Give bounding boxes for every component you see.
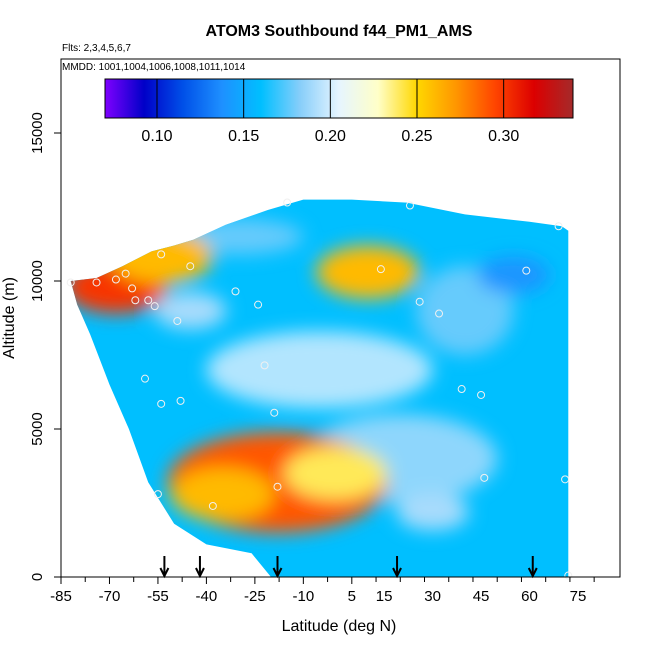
observation-point [173, 316, 182, 325]
x-tick-label: -40 [196, 588, 218, 605]
observation-point [153, 490, 162, 499]
observation-point [477, 390, 486, 399]
colorbar-tick-label: 0.15 [228, 128, 259, 145]
observation-point [405, 201, 414, 210]
y-axis: 0 5000 10000 15000 [29, 112, 61, 581]
x-tick-label: 45 [473, 588, 490, 605]
x-tick-label: -25 [244, 588, 266, 605]
chart-title: ATOM3 Southbound f44_PM1_AMS [206, 23, 473, 40]
heatmap-cell [396, 493, 469, 531]
x-tick-label: 75 [570, 588, 587, 605]
observation-point [480, 473, 489, 482]
colorbar-tick-label: 0.10 [141, 128, 172, 145]
observation-point [157, 399, 166, 408]
x-tick-label: 5 [348, 588, 356, 605]
observation-point [208, 501, 217, 510]
observation-point [561, 475, 570, 484]
chart-subtitle-flights: Flts: 2,3,4,5,6,7 [62, 43, 131, 54]
observation-point [141, 374, 150, 383]
observation-point [231, 287, 240, 296]
observation-point [273, 482, 282, 491]
profile-markers [159, 556, 538, 579]
x-tick-label: -70 [99, 588, 121, 605]
heatmap-cell [170, 467, 275, 521]
profile-arrow [272, 556, 283, 579]
observation-point [554, 222, 563, 231]
x-tick-label: 60 [521, 588, 538, 605]
x-axis: -85 -70 -55 -40 -25 -10 5 15 30 45 60 75 [50, 577, 595, 605]
chart-subtitle-dates: MMDD: 1001,1004,1006,1008,1011,1014 [62, 62, 246, 73]
heatmap [70, 199, 569, 577]
observation-point [254, 300, 263, 309]
observation-point [92, 278, 101, 287]
heatmap-cell [154, 291, 227, 330]
plot-frame [60, 58, 621, 578]
colorbar: 0.10 0.15 0.20 0.25 0.30 [104, 78, 574, 145]
x-tick-label: -85 [50, 588, 72, 605]
heatmap-band [206, 331, 433, 409]
profile-arrow [195, 556, 205, 579]
observation-point [435, 309, 444, 318]
observation-point [283, 198, 292, 207]
y-tick-label: 15000 [29, 112, 46, 154]
observation-point [260, 361, 269, 370]
x-tick-label: -10 [292, 588, 314, 605]
observation-point [415, 297, 424, 306]
x-tick-label: 30 [424, 588, 441, 605]
observation-point [270, 408, 279, 417]
x-tick-label: 15 [376, 588, 393, 605]
y-tick-label: 10000 [29, 260, 46, 302]
profile-arrow [527, 556, 538, 579]
observation-points [66, 198, 573, 580]
observation-point [131, 296, 140, 305]
colorbar-fill [104, 78, 574, 119]
observation-point [157, 250, 166, 259]
observation-point [564, 571, 573, 580]
observation-point [150, 302, 159, 311]
x-axis-label: Latitude (deg N) [282, 618, 397, 635]
observation-point [121, 269, 130, 278]
observation-point [522, 266, 531, 275]
y-tick-label: 5000 [29, 412, 46, 445]
y-tick-label: 0 [29, 573, 46, 581]
observation-point [128, 284, 137, 293]
observation-point [376, 265, 385, 274]
observation-point [176, 396, 185, 405]
heatmap-cell [316, 245, 420, 299]
x-tick-label: -55 [147, 588, 169, 605]
colorbar-tick-label: 0.30 [488, 128, 519, 145]
colorbar-tick-label: 0.25 [401, 128, 432, 145]
profile-arrow [392, 556, 402, 579]
heatmap-cell [109, 230, 213, 284]
observation-point [111, 275, 120, 284]
heatmap-cell [283, 446, 388, 501]
colorbar-tick-label: 0.20 [315, 128, 346, 145]
profile-arrow [159, 556, 170, 579]
observation-point [186, 262, 195, 271]
observation-point [144, 296, 153, 305]
observation-point [457, 385, 466, 394]
heatmap-cell [477, 256, 550, 294]
y-axis-label: Altitude (m) [1, 277, 18, 359]
observation-point [66, 278, 75, 287]
